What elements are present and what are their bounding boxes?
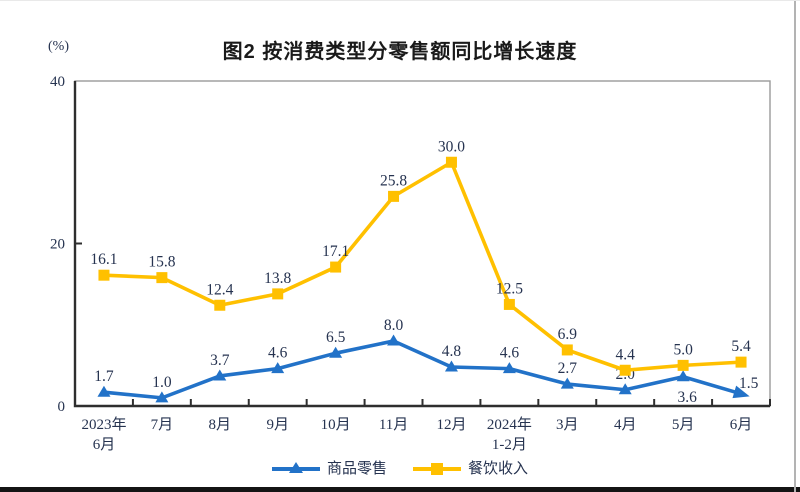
svg-text:1.7: 1.7	[94, 368, 114, 385]
svg-text:30.0: 30.0	[438, 138, 465, 155]
svg-text:4月: 4月	[614, 417, 637, 433]
svg-text:12月: 12月	[436, 417, 466, 433]
svg-text:3月: 3月	[556, 417, 579, 433]
svg-text:12.4: 12.4	[206, 281, 233, 298]
svg-text:2023年: 2023年	[81, 416, 126, 433]
svg-text:11月: 11月	[379, 417, 408, 433]
y-axis-unit-label: (%)	[48, 39, 69, 54]
svg-text:13.8: 13.8	[264, 270, 291, 287]
svg-text:1.0: 1.0	[152, 374, 172, 391]
series-1: 16.1 15.8 12.4 13.8 17.1 25.8 30.0 12.5 6.9 4.4 5.…	[90, 138, 751, 376]
svg-text:17.1: 17.1	[322, 243, 349, 260]
y-axis: 0 20 40	[50, 74, 82, 415]
svg-text:9月: 9月	[266, 417, 289, 433]
svg-text:2.7: 2.7	[558, 360, 578, 377]
legend-label-goods-retail: 商品零售	[326, 461, 387, 477]
svg-text:5月: 5月	[672, 417, 695, 433]
legend: 商品零售 餐饮收入	[0, 457, 800, 478]
x-axis: 2023年 6月 7月 8月 9月 10月 11月 12月 2024年 1-2月 3月 4月 5月 6月	[81, 399, 771, 453]
series-0: 1.71.03.74.66.58.04.84.62.72.03.61.5	[94, 317, 758, 406]
svg-text:15.8: 15.8	[148, 254, 175, 271]
svg-text:6.5: 6.5	[326, 329, 346, 346]
svg-text:6月: 6月	[730, 417, 753, 433]
svg-text:16.1: 16.1	[90, 251, 117, 268]
svg-text:8月: 8月	[209, 417, 232, 433]
chart-title: 图2 按消费类型分零售额同比增长速度	[222, 41, 578, 63]
plot-frame	[73, 80, 771, 408]
bottom-divider	[0, 487, 800, 492]
svg-text:4.4: 4.4	[616, 346, 636, 363]
legend-item-goods-retail: 商品零售	[271, 457, 387, 478]
svg-text:6月: 6月	[93, 437, 116, 453]
svg-text:4.6: 4.6	[500, 345, 520, 362]
svg-text:3.7: 3.7	[210, 352, 230, 369]
svg-text:10月: 10月	[321, 417, 351, 433]
svg-text:4.8: 4.8	[442, 343, 462, 360]
svg-text:5.4: 5.4	[731, 338, 751, 355]
svg-text:20: 20	[50, 237, 65, 253]
svg-text:1.5: 1.5	[739, 375, 759, 392]
legend-item-catering-income: 餐饮收入	[413, 457, 528, 478]
svg-text:5.0: 5.0	[673, 341, 693, 358]
svg-text:1-2月: 1-2月	[492, 437, 527, 453]
svg-text:25.8: 25.8	[380, 172, 407, 189]
svg-text:4.6: 4.6	[268, 345, 288, 362]
svg-text:6.9: 6.9	[558, 326, 578, 343]
goods-retail-legend-marker-icon	[271, 461, 320, 473]
svg-text:40: 40	[50, 74, 65, 90]
catering-income-legend-marker-icon	[413, 462, 461, 475]
svg-text:2024年: 2024年	[487, 416, 532, 433]
svg-text:12.5: 12.5	[496, 280, 523, 297]
right-edge-divider	[794, 1, 796, 492]
legend-label-catering-income: 餐饮收入	[468, 461, 529, 477]
svg-text:7月: 7月	[151, 417, 174, 433]
svg-text:8.0: 8.0	[384, 317, 404, 334]
svg-text:3.6: 3.6	[677, 389, 697, 406]
svg-text:0: 0	[58, 399, 66, 415]
